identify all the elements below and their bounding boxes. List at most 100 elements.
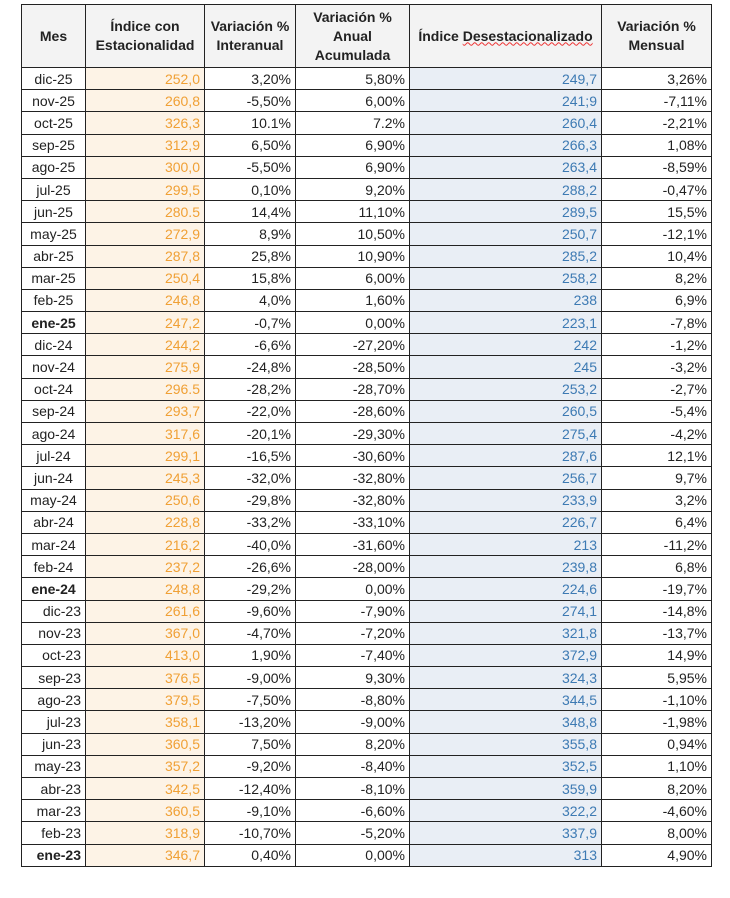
variacion-mensual-cell: -2,7%	[601, 377, 712, 401]
indice-desestacionalizado-cell: 226,7	[409, 510, 602, 534]
variacion-interanual-cell: -13,20%	[204, 710, 296, 734]
indice-con-estacionalidad-cell: 248,8	[85, 577, 205, 601]
variacion-anual-acumulada-cell: 5,80%	[295, 66, 410, 91]
mes-cell: abr-25	[21, 244, 86, 268]
header-variacion-mensual: Variación % Mensual	[601, 4, 712, 68]
variacion-mensual-cell: 4,90%	[601, 843, 712, 867]
indice-con-estacionalidad-cell: 252,0	[85, 66, 205, 91]
variacion-anual-acumulada-cell: -7,20%	[295, 621, 410, 645]
variacion-interanual-cell: 7,50%	[204, 732, 296, 756]
mes-cell: dic-23	[21, 599, 86, 623]
variacion-interanual-cell: -10,70%	[204, 821, 296, 845]
indice-desestacionalizado-cell: 337,9	[409, 821, 602, 845]
mes-cell: ago-25	[21, 155, 86, 179]
variacion-anual-acumulada-cell: 11,10%	[295, 200, 410, 224]
table-row: dic-24 244,2 -6,6% -27,20% 242 -1,2%	[21, 333, 712, 357]
variacion-mensual-cell: 12,1%	[601, 444, 712, 468]
indice-con-estacionalidad-cell: 250,6	[85, 488, 205, 512]
header-row: Mes Índice con Estacionalidad Variación …	[21, 4, 712, 68]
table-row: mar-25 250,4 15,8% 6,00% 258,2 8,2%	[21, 266, 712, 290]
indice-desestacionalizado-cell: 213	[409, 532, 602, 557]
variacion-interanual-cell: -12,40%	[204, 776, 296, 801]
indice-desestacionalizado-cell: 253,2	[409, 377, 602, 401]
mes-cell: dic-24	[21, 333, 86, 357]
indice-desestacionalizado-cell: 258,2	[409, 266, 602, 290]
variacion-anual-acumulada-cell: -6,60%	[295, 799, 410, 823]
table-row: jun-24 245,3 -32,0% -32,80% 256,7 9,7%	[21, 466, 712, 490]
mes-cell: jun-24	[21, 466, 86, 490]
indice-con-estacionalidad-cell: 299,1	[85, 444, 205, 468]
variacion-interanual-cell: -29,2%	[204, 577, 296, 601]
variacion-interanual-cell: -33,2%	[204, 510, 296, 534]
mes-cell: mar-24	[21, 532, 86, 557]
variacion-anual-acumulada-cell: -8,10%	[295, 776, 410, 801]
indice-desestacionalizado-cell: 250,7	[409, 222, 602, 246]
variacion-anual-acumulada-cell: 6,90%	[295, 155, 410, 179]
header-indice-con-estacionalidad: Índice con Estacionalidad	[85, 4, 205, 68]
indice-desestacionalizado-cell: 359,9	[409, 776, 602, 801]
variacion-mensual-cell: 9,7%	[601, 466, 712, 490]
variacion-mensual-cell: 10,4%	[601, 244, 712, 268]
variacion-anual-acumulada-cell: 10,90%	[295, 244, 410, 268]
variacion-interanual-cell: -20,1%	[204, 421, 296, 446]
variacion-mensual-cell: 1,10%	[601, 754, 712, 779]
variacion-mensual-cell: -4,2%	[601, 421, 712, 446]
indice-con-estacionalidad-cell: 216,2	[85, 532, 205, 557]
indice-con-estacionalidad-cell: 287,8	[85, 244, 205, 268]
mes-cell: mar-25	[21, 266, 86, 290]
table-row: jul-23 358,1 -13,20% -9,00% 348,8 -1,98%	[21, 710, 712, 734]
variacion-interanual-cell: 10.1%	[204, 111, 296, 135]
variacion-interanual-cell: -5,50%	[204, 89, 296, 113]
variacion-mensual-cell: -0,47%	[601, 177, 712, 202]
indice-con-estacionalidad-cell: 367,0	[85, 621, 205, 645]
variacion-anual-acumulada-cell: -7,40%	[295, 643, 410, 668]
indice-con-estacionalidad-cell: 413,0	[85, 643, 205, 668]
indice-con-estacionalidad-cell: 246,8	[85, 288, 205, 313]
mes-cell: may-24	[21, 488, 86, 512]
variacion-anual-acumulada-cell: 10,50%	[295, 222, 410, 246]
indice-con-estacionalidad-cell: 360,5	[85, 799, 205, 823]
table-row: ene-24 248,8 -29,2% 0,00% 224,6 -19,7%	[21, 577, 712, 601]
indice-desestacionalizado-cell: 287,6	[409, 444, 602, 468]
table-row: feb-23 318,9 -10,70% -5,20% 337,9 8,00%	[21, 821, 712, 845]
table-row: oct-24 296.5 -28,2% -28,70% 253,2 -2,7%	[21, 377, 712, 401]
indice-con-estacionalidad-cell: 244,2	[85, 333, 205, 357]
indice-con-estacionalidad-cell: 293,7	[85, 399, 205, 424]
variacion-mensual-cell: -8,59%	[601, 155, 712, 179]
variacion-mensual-cell: -7,8%	[601, 311, 712, 335]
variacion-interanual-cell: 25,8%	[204, 244, 296, 268]
indice-desestacionalizado-cell: 274,1	[409, 599, 602, 623]
header-variacion-anual-acumulada: Variación % Anual Acumulada	[295, 4, 410, 68]
variacion-interanual-cell: -28,2%	[204, 377, 296, 401]
variacion-interanual-cell: -6,6%	[204, 333, 296, 357]
mes-cell: sep-23	[21, 666, 86, 690]
indice-con-estacionalidad-cell: 358,1	[85, 710, 205, 734]
indice-con-estacionalidad-cell: 326,3	[85, 111, 205, 135]
mes-cell: jul-23	[21, 710, 86, 734]
variacion-interanual-cell: -9,60%	[204, 599, 296, 623]
table-row: ago-24 317,6 -20,1% -29,30% 275,4 -4,2%	[21, 421, 712, 446]
variacion-anual-acumulada-cell: 9,30%	[295, 666, 410, 690]
mes-cell: dic-25	[21, 66, 86, 91]
variacion-interanual-cell: -24,8%	[204, 355, 296, 379]
variacion-mensual-cell: -5,4%	[601, 399, 712, 424]
variacion-anual-acumulada-cell: -5,20%	[295, 821, 410, 845]
table-row: feb-24 237,2 -26,6% -28,00% 239,8 6,8%	[21, 555, 712, 579]
variacion-anual-acumulada-cell: -8,80%	[295, 688, 410, 712]
variacion-mensual-cell: 1,08%	[601, 133, 712, 157]
variacion-mensual-cell: -14,8%	[601, 599, 712, 623]
variacion-interanual-cell: 4,0%	[204, 288, 296, 313]
variacion-interanual-cell: -32,0%	[204, 466, 296, 490]
table-row: may-25 272,9 8,9% 10,50% 250,7 -12,1%	[21, 222, 712, 246]
variacion-anual-acumulada-cell: -32,80%	[295, 488, 410, 512]
table-row: jun-25 280.5 14,4% 11,10% 289,5 15,5%	[21, 200, 712, 224]
variacion-interanual-cell: -26,6%	[204, 555, 296, 579]
variacion-interanual-cell: -9,10%	[204, 799, 296, 823]
variacion-interanual-cell: 0,10%	[204, 177, 296, 202]
variacion-interanual-cell: 0,40%	[204, 843, 296, 867]
table-row: nov-23 367,0 -4,70% -7,20% 321,8 -13,7%	[21, 621, 712, 645]
variacion-anual-acumulada-cell: -31,60%	[295, 532, 410, 557]
mes-cell: ago-24	[21, 421, 86, 446]
header-mes: Mes	[21, 4, 86, 68]
mes-cell: jul-24	[21, 444, 86, 468]
